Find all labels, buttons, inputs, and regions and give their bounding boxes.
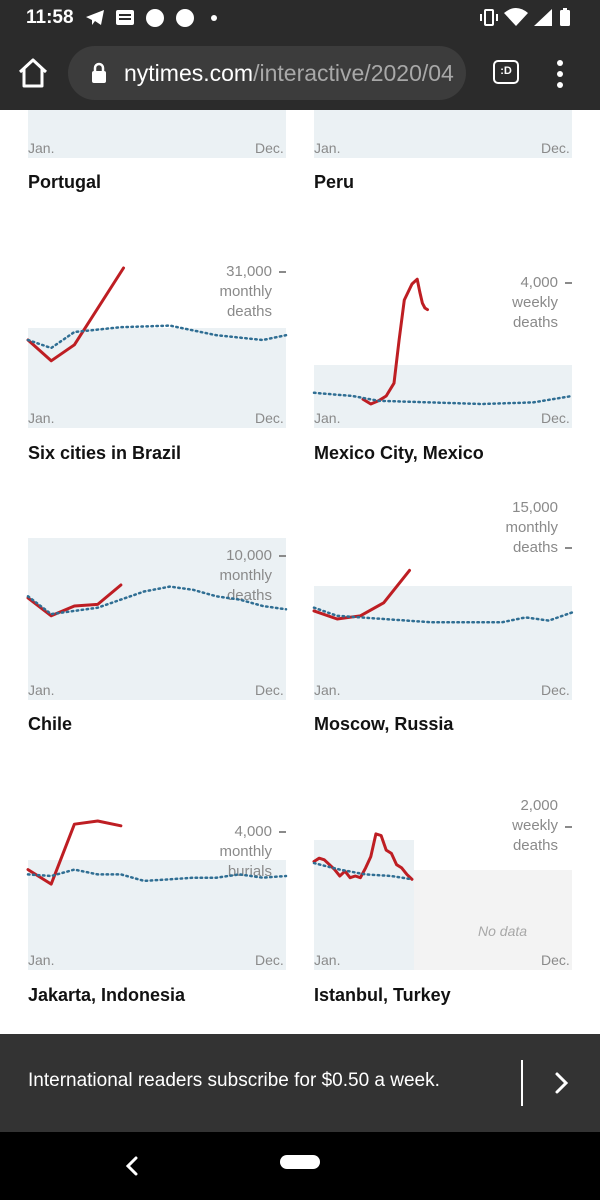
x-start-label: Jan.	[314, 952, 341, 968]
amex-icon	[176, 9, 194, 27]
series-line-historical-average	[312, 606, 574, 624]
x-end-label: Dec.	[541, 410, 570, 426]
chart-title-portugal: Portugal	[28, 172, 102, 192]
x-start-label: Jan.	[314, 682, 341, 698]
chart-bg-moscow	[314, 586, 572, 700]
series-line-historical-average	[312, 391, 574, 406]
x-end-label: Dec.	[541, 682, 570, 698]
telegram-icon	[86, 10, 104, 25]
scale-tick	[279, 555, 286, 557]
chart-bg-jakarta	[28, 860, 286, 970]
x-end-label: Dec.	[541, 952, 570, 968]
series-line-historical-average	[26, 868, 288, 883]
status-bar: 11:58	[0, 0, 600, 36]
series-line-2020	[26, 819, 123, 886]
lock-icon	[92, 62, 106, 83]
chart-title-mexico-city: Mexico City, Mexico	[314, 443, 484, 463]
chart-title-moscow: Moscow, Russia	[314, 714, 454, 734]
x-start-label: Jan.	[28, 140, 55, 156]
x-end-label: Dec.	[541, 140, 570, 156]
series-line-2020	[312, 568, 411, 621]
app-icon	[146, 9, 164, 27]
url-path: /interactive/2020/04	[253, 60, 454, 86]
status-time: 11:58	[26, 7, 74, 28]
scale-label: 4,000 weekly deaths	[512, 274, 558, 331]
x-end-label: Dec.	[255, 682, 284, 698]
battery-icon	[560, 8, 570, 26]
chart-title-istanbul: Istanbul, Turkey	[314, 985, 451, 1005]
chart-grid: Jan. Dec. Portugal Jan. Dec. Peru 31,000…	[0, 110, 600, 1034]
chart-bg-brazil	[28, 328, 286, 428]
chevron-right-icon[interactable]	[550, 1070, 572, 1096]
x-start-label: Jan.	[28, 410, 55, 426]
url-text: nytimes.com/interactive/2020/04	[124, 60, 454, 87]
banner-divider	[521, 1060, 523, 1106]
chart-title-chile: Chile	[28, 714, 73, 734]
chart-bg-istanbul	[314, 840, 414, 970]
scale-tick	[565, 826, 572, 828]
notification-icons	[86, 9, 217, 27]
vibrate-icon	[480, 9, 498, 26]
scale-label: 15,000 monthly deaths	[505, 499, 558, 556]
tab-switcher-button[interactable]: :D	[493, 60, 519, 84]
system-nav-bar	[0, 1132, 600, 1200]
home-pill[interactable]	[280, 1155, 320, 1169]
series-line-2020	[312, 832, 414, 881]
signal-icon	[534, 9, 552, 26]
scale-label: 10,000 monthly deaths	[219, 547, 272, 604]
url-bar[interactable]: nytimes.com/interactive/2020/04	[68, 46, 466, 100]
back-icon[interactable]	[122, 1156, 142, 1176]
x-end-label: Dec.	[255, 952, 284, 968]
home-icon[interactable]	[16, 56, 50, 90]
scale-tick	[565, 282, 572, 284]
scale-tick	[565, 547, 572, 549]
series-line-2020	[26, 583, 123, 618]
chart-title-jakarta: Jakarta, Indonesia	[28, 985, 186, 1005]
series-line-historical-average	[312, 861, 414, 881]
x-start-label: Jan.	[28, 952, 55, 968]
news-icon	[116, 10, 134, 25]
more-menu-icon[interactable]	[550, 58, 570, 90]
chart-bg-mexico-city	[314, 365, 572, 428]
x-end-label: Dec.	[255, 140, 284, 156]
browser-toolbar: nytimes.com/interactive/2020/04 :D	[0, 36, 600, 110]
url-domain: nytimes.com	[124, 60, 254, 86]
chart-lines-layer	[26, 266, 574, 886]
no-data-region	[414, 870, 572, 970]
x-start-label: Jan.	[314, 410, 341, 426]
subscribe-banner[interactable]: International readers subscribe for $0.5…	[0, 1034, 600, 1132]
wifi-icon	[504, 8, 528, 26]
chart-title-brazil: Six cities in Brazil	[28, 443, 182, 463]
scale-label: 2,000 weekly deaths	[512, 797, 558, 854]
series-line-2020	[361, 277, 429, 406]
series-line-historical-average	[26, 324, 288, 350]
chart-bg-chile	[28, 538, 286, 700]
x-start-label: Jan.	[28, 682, 55, 698]
chart-bg-portugal	[28, 110, 286, 158]
no-data-label: No data	[478, 923, 528, 939]
scale-label: 31,000 monthly deaths	[219, 263, 272, 320]
scale-label: 4,000 monthly burials	[219, 823, 272, 880]
dot-icon	[211, 15, 217, 21]
chart-bg-peru	[314, 110, 572, 158]
series-line-historical-average	[26, 585, 288, 616]
scale-tick	[279, 271, 286, 273]
x-end-label: Dec.	[255, 410, 284, 426]
chart-title-peru: Peru	[314, 172, 355, 192]
x-start-label: Jan.	[314, 140, 341, 156]
subscribe-banner-text: International readers subscribe for $0.5…	[28, 1070, 440, 1091]
scale-tick	[279, 831, 286, 833]
series-line-2020	[26, 266, 125, 363]
system-icons	[480, 8, 570, 26]
